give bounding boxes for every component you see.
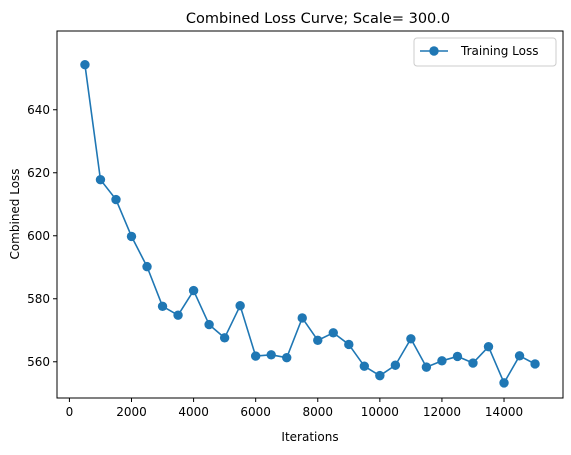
data-point <box>344 339 354 350</box>
data-point <box>406 334 416 344</box>
data-point <box>126 231 137 242</box>
legend-label: Training Loss <box>460 44 538 58</box>
data-point <box>235 300 245 311</box>
x-tick-label: 2000 <box>116 405 147 419</box>
data-point <box>95 174 106 185</box>
y-axis-label: Combined Loss <box>8 168 22 259</box>
legend: Training Loss <box>413 37 557 67</box>
data-point <box>297 313 307 323</box>
x-axis-label: Iterations <box>281 430 338 444</box>
y-tick-label: 620 <box>27 166 50 180</box>
x-tick-label: 0 <box>66 405 74 419</box>
y-axis: 560 580 600 620 640 <box>27 103 57 369</box>
data-point <box>313 335 323 346</box>
data-point <box>204 319 214 330</box>
data-point <box>80 60 90 70</box>
plot-background <box>57 31 563 398</box>
x-axis: 0 2000 4000 6000 8000 10000 12000 14000 <box>66 398 523 419</box>
data-point <box>514 351 525 361</box>
x-tick-label: 6000 <box>240 405 271 419</box>
x-tick-label: 12000 <box>423 405 461 419</box>
data-point <box>328 328 338 338</box>
data-point <box>111 194 121 205</box>
data-point <box>250 351 261 361</box>
data-point <box>359 361 370 371</box>
data-point <box>282 352 292 363</box>
series-layer <box>80 60 540 388</box>
data-point <box>452 351 463 362</box>
data-point <box>530 359 540 369</box>
x-tick-label: 4000 <box>178 405 209 419</box>
data-point <box>390 360 401 370</box>
x-tick-label: 14000 <box>485 405 523 419</box>
data-point <box>219 333 230 343</box>
chart-title: Combined Loss Curve; Scale= 300.0 <box>186 11 450 27</box>
data-point <box>188 285 199 296</box>
data-point <box>173 310 183 320</box>
y-tick-label: 640 <box>27 103 50 117</box>
data-point <box>437 356 447 366</box>
plot-area: 0 2000 4000 6000 8000 10000 12000 14000 560 580 6… <box>27 30 564 419</box>
data-point <box>483 341 494 352</box>
data-point <box>157 301 168 312</box>
data-point <box>468 358 478 368</box>
x-tick-label: 10000 <box>361 405 399 419</box>
y-tick-label: 580 <box>27 292 50 306</box>
axes-frame <box>56 30 564 399</box>
data-point <box>499 378 509 388</box>
y-tick-label: 560 <box>27 355 50 369</box>
y-tick-label: 600 <box>27 229 50 243</box>
data-point <box>375 370 385 381</box>
legend-marker-swatch <box>429 46 439 56</box>
data-point <box>421 362 432 372</box>
x-tick-label: 8000 <box>302 405 333 419</box>
data-point <box>266 350 276 360</box>
legend-box <box>413 37 557 67</box>
data-point <box>142 261 152 272</box>
